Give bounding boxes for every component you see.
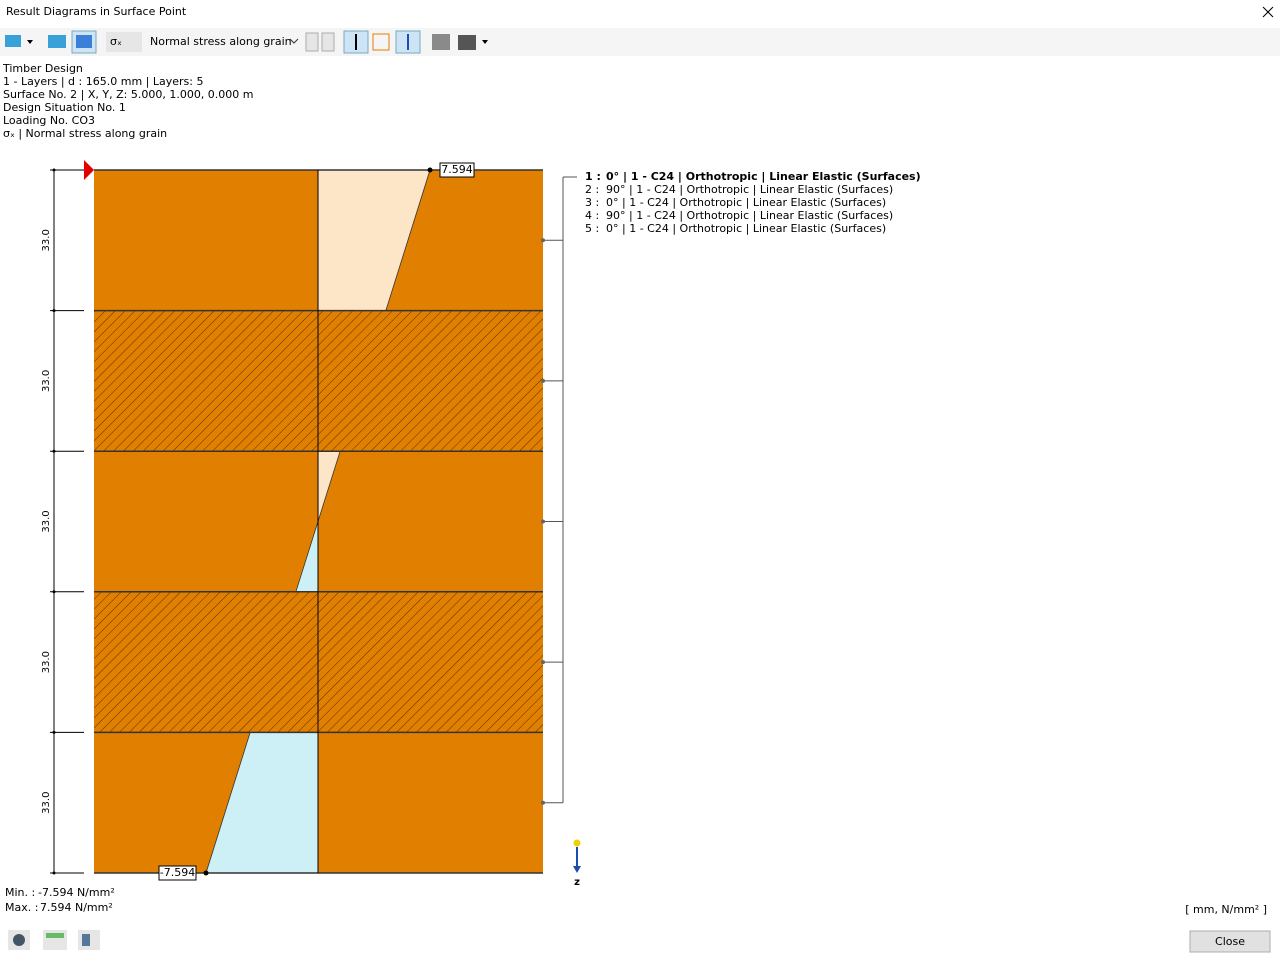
legend-number: 5 : [585,222,599,235]
min-value: -7.594 N/mm² [38,886,115,899]
connector-dot [541,800,545,805]
legend-number: 4 : [585,209,599,222]
min-label: Min. : [5,886,35,899]
legend-text: 0° | 1 - C24 | Orthotropic | Linear Elas… [606,170,921,183]
close-button-label[interactable]: Close [1215,935,1245,948]
close-button[interactable] [1189,930,1271,953]
connector-dot [541,238,545,243]
info-line: σₓ | Normal stress along grain [3,127,167,140]
legend-text: 90° | 1 - C24 | Orthotropic | Linear Ela… [606,209,893,222]
toolbar [0,28,1280,56]
info-line: Design Situation No. 1 [3,101,126,114]
symbol: σₓ [110,35,122,48]
legend-text: 0° | 1 - C24 | Orthotropic | Linear Elas… [606,222,886,235]
max-value: 7.594 N/mm² [40,901,113,914]
legend-number: 3 : [585,196,599,209]
min-label: -7.594 [160,866,195,879]
dimension-label: 33.0 [41,651,52,673]
legend-number: 1 : [585,170,601,183]
max-label: Max. : [5,901,38,914]
window-title: Result Diagrams in Surface Point [6,5,187,18]
dropdown-arrow[interactable] [289,38,299,44]
units: [ mm, N/mm² ] [1185,903,1267,916]
toolbar-icons[interactable] [5,30,488,54]
info-line: Loading No. CO3 [3,114,95,127]
connector-dot [541,378,545,383]
z-axis-label: z [574,877,580,888]
max-dot [427,167,433,173]
info-line: Timber Design [2,62,83,75]
close-x[interactable] [1262,6,1274,18]
max-label-box [439,162,475,178]
info-line: Surface No. 2 | X, Y, Z: 5.000, 1.000, 0… [3,88,254,101]
max-label: 7.594 [441,163,473,176]
result-type-dropdown[interactable]: Normal stress along grain [150,35,292,48]
connector-dot [541,519,545,524]
bottom-icons[interactable] [8,930,100,950]
z-axis-head [573,866,581,873]
legend-text: 90° | 1 - C24 | Orthotropic | Linear Ela… [606,183,893,196]
dimension-label: 33.0 [41,370,52,392]
dimension-label: 33.0 [41,510,52,532]
info-line: 1 - Layers | d : 165.0 mm | Layers: 5 [3,75,203,88]
dimension-label: 33.0 [41,792,52,814]
title-bar [0,0,1280,28]
min-dot [203,870,209,876]
legend-text: 0° | 1 - C24 | Orthotropic | Linear Elas… [606,196,886,209]
z-axis-origin [573,839,581,847]
diagram: 33.0 1 : 0° | 1 - C24 | Orthotropic | Line… [41,160,921,888]
connector-dot [541,660,545,665]
legend-number: 2 : [585,183,599,196]
min-label-box [158,865,197,881]
surface-marker [84,160,94,180]
dimension-label: 33.0 [41,229,52,251]
